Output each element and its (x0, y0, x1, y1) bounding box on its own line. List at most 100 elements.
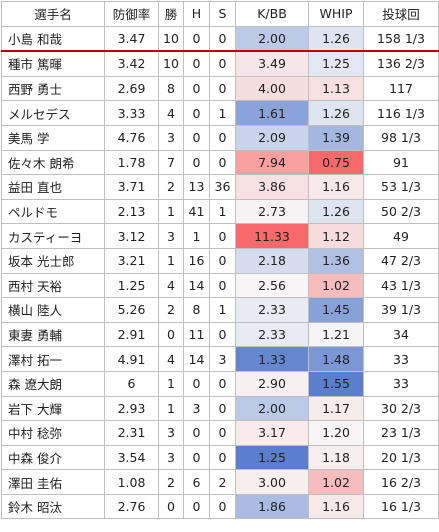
cell-era[interactable]: 1.25 (104, 272, 159, 299)
cell-innings[interactable]: 117 (363, 75, 439, 102)
cell-holds[interactable]: 41 (183, 198, 210, 225)
cell-wins[interactable]: 3 (158, 444, 184, 471)
cell-saves[interactable]: 0 (209, 493, 236, 520)
cell-whip[interactable]: 1.16 (308, 493, 364, 520)
cell-holds[interactable]: 14 (183, 346, 210, 372)
cell-holds[interactable]: 0 (183, 100, 210, 126)
cell-wins[interactable]: 1 (158, 395, 184, 422)
cell-holds[interactable]: 14 (183, 272, 210, 299)
cell-innings[interactable]: 53 1/3 (363, 174, 439, 200)
cell-era[interactable]: 2.31 (104, 420, 159, 446)
cell-wins[interactable]: 3 (158, 223, 184, 249)
cell-era[interactable]: 2.69 (104, 75, 159, 102)
cell-era[interactable]: 2.91 (104, 321, 159, 348)
header-whip[interactable]: WHIP (308, 1, 364, 27)
cell-whip[interactable]: 0.75 (308, 149, 364, 176)
cell-wins[interactable]: 1 (158, 198, 184, 225)
cell-era[interactable]: 2.93 (104, 395, 159, 422)
cell-kbb[interactable]: 2.00 (235, 395, 309, 422)
cell-kbb[interactable]: 4.00 (235, 75, 309, 102)
cell-kbb[interactable]: 1.86 (235, 493, 309, 520)
cell-name[interactable]: 岩下 大輝 (1, 395, 105, 422)
header-era[interactable]: 防御率 (104, 1, 159, 27)
cell-whip[interactable]: 1.26 (308, 100, 364, 126)
cell-wins[interactable]: 7 (158, 149, 184, 176)
cell-wins[interactable]: 3 (158, 420, 184, 446)
cell-kbb[interactable]: 1.33 (235, 346, 309, 372)
cell-whip[interactable]: 1.12 (308, 223, 364, 249)
cell-whip[interactable]: 1.16 (308, 174, 364, 200)
cell-saves[interactable]: 3 (209, 346, 236, 372)
cell-innings[interactable]: 33 (363, 370, 439, 397)
cell-whip[interactable]: 1.21 (308, 321, 364, 348)
cell-innings[interactable]: 50 2/3 (363, 198, 439, 225)
cell-whip[interactable]: 1.55 (308, 370, 364, 397)
cell-era[interactable]: 4.76 (104, 124, 159, 151)
cell-innings[interactable]: 49 (363, 223, 439, 249)
cell-saves[interactable]: 0 (209, 395, 236, 422)
cell-saves[interactable]: 0 (209, 124, 236, 151)
cell-name[interactable]: 種市 篤暉 (1, 50, 105, 77)
cell-wins[interactable]: 4 (158, 272, 184, 299)
cell-holds[interactable]: 13 (183, 174, 210, 200)
cell-innings[interactable]: 158 1/3 (363, 25, 439, 53)
cell-innings[interactable]: 136 2/3 (363, 50, 439, 77)
cell-name[interactable]: 鈴木 昭汰 (1, 493, 105, 520)
cell-era[interactable]: 5.26 (104, 297, 159, 323)
cell-saves[interactable]: 0 (209, 25, 236, 53)
cell-holds[interactable]: 16 (183, 247, 210, 274)
cell-holds[interactable]: 0 (183, 75, 210, 102)
cell-saves[interactable]: 0 (209, 420, 236, 446)
cell-name[interactable]: 坂本 光士郎 (1, 247, 105, 274)
cell-wins[interactable]: 0 (158, 493, 184, 520)
cell-kbb[interactable]: 2.56 (235, 272, 309, 299)
header-innings[interactable]: 投球回 (363, 1, 439, 27)
cell-holds[interactable]: 3 (183, 395, 210, 422)
cell-kbb[interactable]: 2.33 (235, 297, 309, 323)
header-wins[interactable]: 勝 (158, 1, 184, 27)
cell-saves[interactable]: 1 (209, 100, 236, 126)
cell-holds[interactable]: 0 (183, 493, 210, 520)
cell-holds[interactable]: 11 (183, 321, 210, 348)
cell-innings[interactable]: 20 1/3 (363, 444, 439, 471)
cell-era[interactable]: 3.71 (104, 174, 159, 200)
cell-holds[interactable]: 1 (183, 223, 210, 249)
cell-kbb[interactable]: 1.25 (235, 444, 309, 471)
cell-whip[interactable]: 1.45 (308, 297, 364, 323)
cell-whip[interactable]: 1.39 (308, 124, 364, 151)
cell-saves[interactable]: 0 (209, 272, 236, 299)
cell-holds[interactable]: 0 (183, 50, 210, 77)
cell-holds[interactable]: 8 (183, 297, 210, 323)
cell-kbb[interactable]: 3.17 (235, 420, 309, 446)
cell-innings[interactable]: 43 1/3 (363, 272, 439, 299)
cell-name[interactable]: 澤田 圭佑 (1, 469, 105, 495)
cell-kbb[interactable]: 3.49 (235, 50, 309, 77)
cell-era[interactable]: 4.91 (104, 346, 159, 372)
cell-holds[interactable]: 0 (183, 149, 210, 176)
cell-whip[interactable]: 1.36 (308, 247, 364, 274)
cell-saves[interactable]: 0 (209, 321, 236, 348)
cell-era[interactable]: 1.78 (104, 149, 159, 176)
cell-whip[interactable]: 1.18 (308, 444, 364, 471)
cell-name[interactable]: 横山 陸人 (1, 297, 105, 323)
cell-whip[interactable]: 1.02 (308, 469, 364, 495)
cell-name[interactable]: 森 遼大朗 (1, 370, 105, 397)
cell-saves[interactable]: 1 (209, 198, 236, 225)
cell-kbb[interactable]: 2.33 (235, 321, 309, 348)
cell-innings[interactable]: 30 2/3 (363, 395, 439, 422)
cell-name[interactable]: 美馬 学 (1, 124, 105, 151)
cell-kbb[interactable]: 11.33 (235, 223, 309, 249)
cell-name[interactable]: ペルドモ (1, 198, 105, 225)
cell-holds[interactable]: 0 (183, 25, 210, 53)
header-name[interactable]: 選手名 (1, 1, 105, 27)
cell-saves[interactable]: 0 (209, 247, 236, 274)
cell-innings[interactable]: 39 1/3 (363, 297, 439, 323)
cell-wins[interactable]: 8 (158, 75, 184, 102)
cell-whip[interactable]: 1.25 (308, 50, 364, 77)
cell-name[interactable]: メルセデス (1, 100, 105, 126)
cell-era[interactable]: 3.54 (104, 444, 159, 471)
cell-era[interactable]: 3.47 (104, 25, 159, 53)
cell-kbb[interactable]: 1.61 (235, 100, 309, 126)
cell-name[interactable]: カスティーヨ (1, 223, 105, 249)
cell-era[interactable]: 6 (104, 370, 159, 397)
